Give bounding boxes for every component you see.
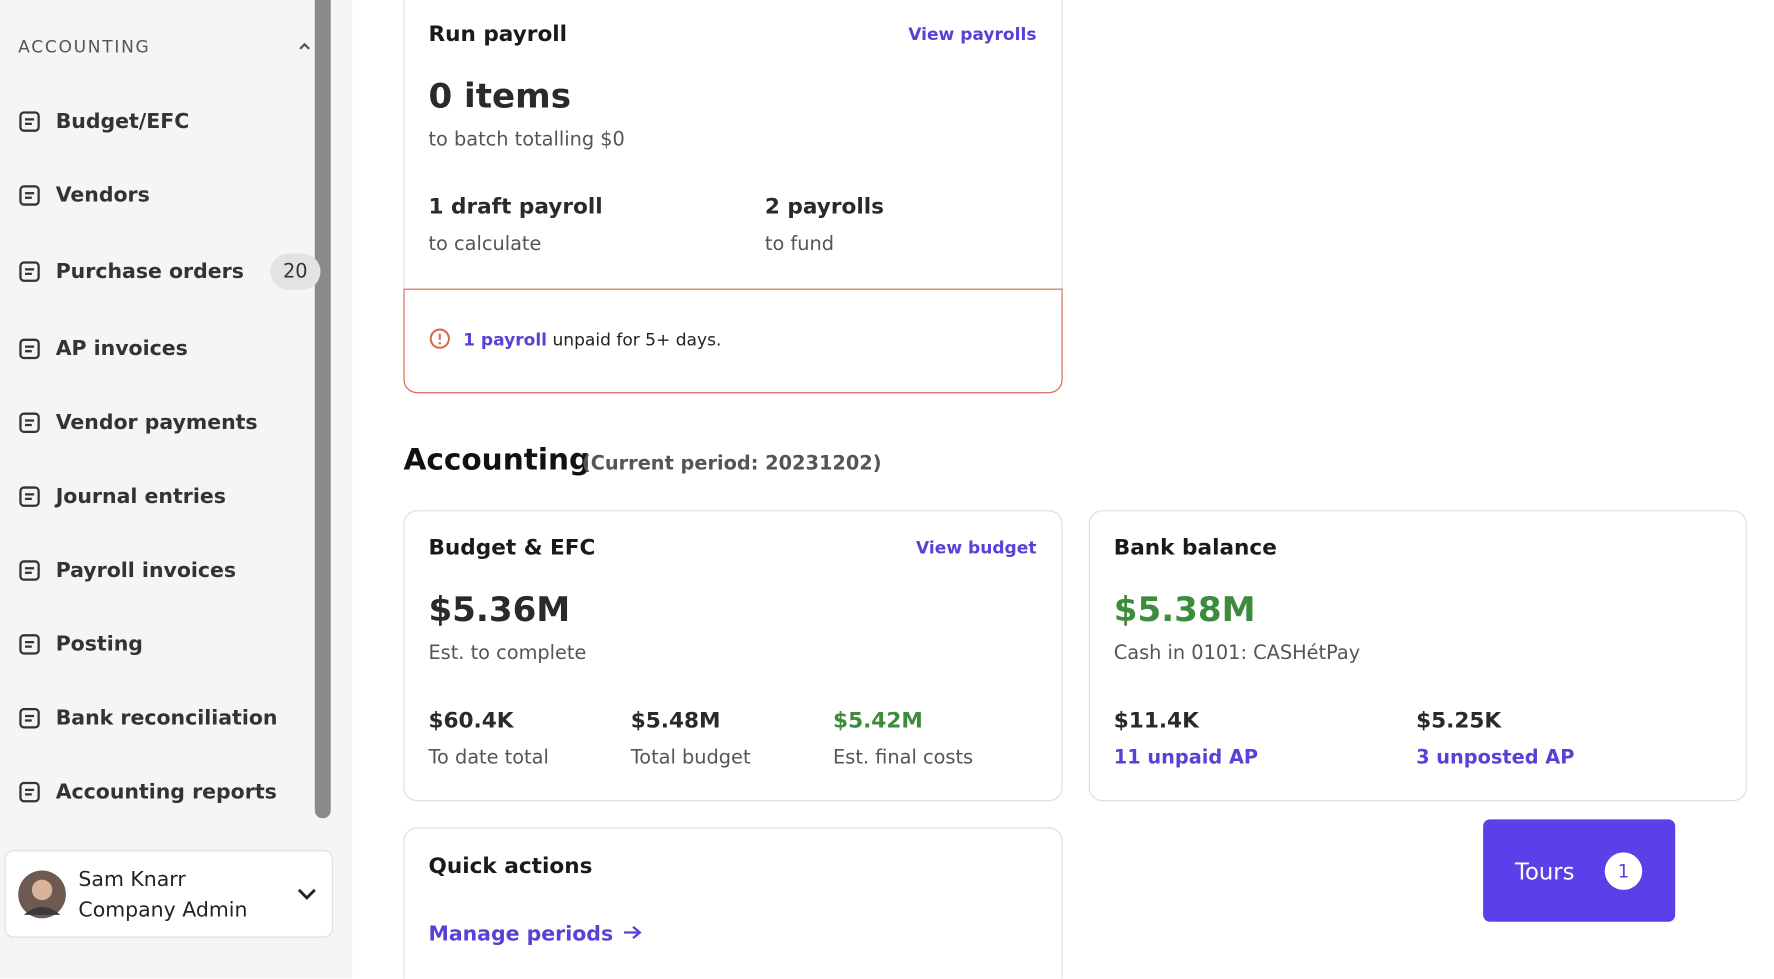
- nav-label: Purchase orders: [55, 259, 244, 284]
- nav-icon: [19, 708, 40, 729]
- alert-icon: [429, 328, 450, 349]
- stat-value: 1 draft payroll: [428, 194, 603, 220]
- nav-icon: [17, 336, 42, 366]
- link-text[interactable]: Manage periods: [428, 922, 614, 947]
- nav-icon: [17, 632, 42, 662]
- user-menu-chevron[interactable]: [297, 886, 317, 902]
- nav-icon: [19, 111, 40, 132]
- card-title: Bank balance: [1113, 535, 1277, 561]
- nav-icon: [19, 261, 40, 282]
- nav-icon: [19, 634, 40, 655]
- nav-icon: [17, 484, 42, 514]
- unpaid-ap-link[interactable]: 11 unpaid AP: [1113, 746, 1259, 770]
- user-name: Sam Knarr: [78, 867, 186, 892]
- headline: $5.38M: [1113, 590, 1256, 631]
- stat-value: $5.42M: [833, 708, 923, 734]
- arrow-icon: [624, 925, 643, 940]
- nav-item[interactable]: Accounting reports: [0, 765, 314, 820]
- nav-item[interactable]: AP invoices: [0, 322, 314, 377]
- card-title: Run payroll: [428, 21, 568, 47]
- current-period: (Current period: 20231202): [581, 452, 882, 476]
- view-budget-link[interactable]: View budget: [916, 537, 1037, 559]
- stat-label: Est. final costs: [833, 746, 974, 770]
- budget-card: Budget & EFC View budget $5.36M Est. to …: [403, 510, 1063, 802]
- nav-icon: [19, 412, 40, 434]
- nav-label: AP invoices: [55, 336, 188, 361]
- stat-value: $11.4K: [1113, 708, 1199, 734]
- user-card[interactable]: Sam Knarr Company Admin: [4, 850, 333, 938]
- nav-icon: [17, 558, 42, 588]
- nav-icon: [17, 183, 42, 213]
- nav-item[interactable]: Posting: [0, 617, 314, 672]
- subtitle: to batch totalling $0: [428, 128, 625, 152]
- scrollbar: [314, 0, 331, 819]
- nav-icon: [19, 781, 40, 803]
- stat-value: 2 payrolls: [764, 194, 885, 220]
- nav-icon: [17, 259, 42, 289]
- stat-label: To date total: [428, 746, 549, 770]
- user-role: Company Admin: [78, 898, 248, 923]
- nav-item[interactable]: Vendors: [0, 168, 314, 223]
- stat-value: $5.48M: [630, 708, 721, 734]
- nav-badge: 20: [270, 253, 321, 290]
- nav-item[interactable]: Purchase orders 20: [0, 244, 321, 299]
- nav-label: Accounting reports: [55, 780, 277, 805]
- subtitle: Est. to complete: [428, 642, 587, 665]
- section-title[interactable]: ACCOUNTING: [18, 36, 151, 57]
- manage-periods-link[interactable]: Manage periods: [428, 922, 644, 946]
- nav-label: Vendors: [55, 183, 150, 208]
- stat-label: Total budget: [630, 746, 751, 770]
- bank-card: Bank balance $5.38M Cash in 0101: CASHét…: [1088, 510, 1747, 802]
- collapse-caret[interactable]: [298, 41, 312, 52]
- nav-item[interactable]: Bank reconciliation: [0, 691, 314, 746]
- nav-label: Bank reconciliation: [55, 706, 278, 731]
- alert-link[interactable]: 1 payroll: [463, 329, 548, 351]
- nav-icon: [19, 185, 40, 206]
- nav-item[interactable]: Journal entries: [0, 469, 314, 524]
- headline: 0 items: [428, 76, 571, 117]
- nav-item[interactable]: Payroll invoices: [0, 543, 314, 598]
- nav-icon: [17, 780, 42, 810]
- section-heading: Accounting: [403, 443, 591, 478]
- payroll-card: Run payroll View payrolls 0 items to bat…: [402, 0, 1063, 394]
- headline: $5.36M: [428, 590, 571, 631]
- tours-button[interactable]: Tours 1: [1483, 819, 1676, 922]
- view-payrolls-link[interactable]: View payrolls: [908, 23, 1037, 45]
- nav-label: Journal entries: [55, 484, 226, 509]
- nav-label: Payroll invoices: [55, 558, 237, 583]
- nav-label: Posting: [55, 632, 143, 657]
- nav-item[interactable]: Vendor payments: [0, 396, 314, 451]
- nav-label: Budget/EFC: [55, 109, 190, 134]
- stat-value: $5.25K: [1416, 708, 1502, 734]
- stat-label: to fund: [764, 232, 834, 256]
- sidebar: ACCOUNTING Budget/EFC Vendors Purchase ord…: [0, 0, 353, 979]
- avatar: [18, 870, 66, 919]
- alert-text: 1 payroll unpaid for 5+ days.: [463, 330, 721, 350]
- nav-item[interactable]: Budget/EFC: [0, 94, 314, 149]
- alert-message: unpaid for 5+ days.: [552, 329, 722, 351]
- card-title: Budget & EFC: [428, 535, 596, 561]
- alert: 1 payroll unpaid for 5+ days.: [402, 288, 1063, 394]
- stat-label: to calculate: [428, 232, 542, 256]
- tours-label: Tours: [1514, 858, 1575, 886]
- unposted-ap-link[interactable]: 3 unposted AP: [1416, 746, 1575, 770]
- card-title: Quick actions: [428, 853, 593, 879]
- nav-icon: [19, 486, 40, 507]
- nav-icon: [19, 338, 40, 360]
- tours-count: 1: [1604, 852, 1643, 890]
- quick-actions-card: Quick actions Manage periods: [403, 827, 1063, 979]
- nav-label: Vendor payments: [55, 410, 258, 435]
- subtitle: Cash in 0101: CASHétPay: [1113, 642, 1361, 665]
- nav-icon: [17, 706, 42, 736]
- nav-icon: [17, 109, 42, 139]
- stat-value: $60.4K: [428, 708, 514, 734]
- nav-icon: [17, 410, 42, 440]
- nav-icon: [19, 560, 40, 581]
